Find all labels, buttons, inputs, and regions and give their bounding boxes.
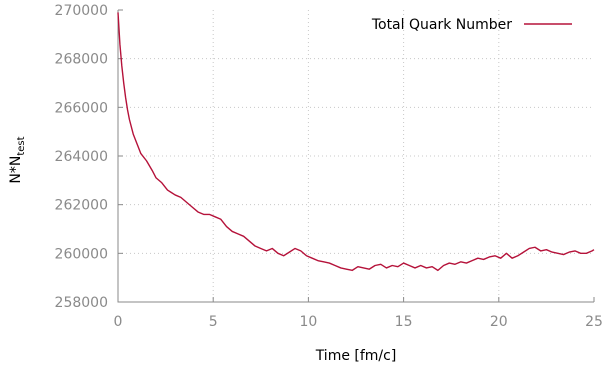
axes [117,9,595,303]
y-tick-label: 264000 [55,149,108,165]
y-tick-label: 260000 [55,246,108,262]
y-tick-label: 262000 [55,198,108,214]
y-tick-label: 266000 [55,100,108,116]
x-axis-label: Time [fm/c] [315,348,397,364]
series-line-0 [117,12,595,272]
grid [118,10,594,302]
series-layer [117,12,595,272]
y-axis-label-subscript: test [16,136,27,155]
y-tick-label: 268000 [55,52,108,68]
x-tick-label: 0 [114,314,123,330]
x-tick-label: 10 [299,314,317,330]
y-axis-label: N*Ntest [8,136,27,183]
x-tick-label: 5 [209,314,218,330]
legend: Total Quark Number [371,17,572,33]
y-axis-label-main: N*N [8,156,24,184]
legend-label: Total Quark Number [371,17,512,33]
x-tick-label: 20 [490,314,508,330]
y-tick-label: 270000 [55,3,108,19]
tick-labels: 0 5 10 15 20 25 258000 260000 262000 264000 266000… [55,3,603,330]
x-tick-label: 15 [395,314,413,330]
x-tick-label: 25 [585,314,603,330]
y-tick-label: 258000 [55,295,108,311]
